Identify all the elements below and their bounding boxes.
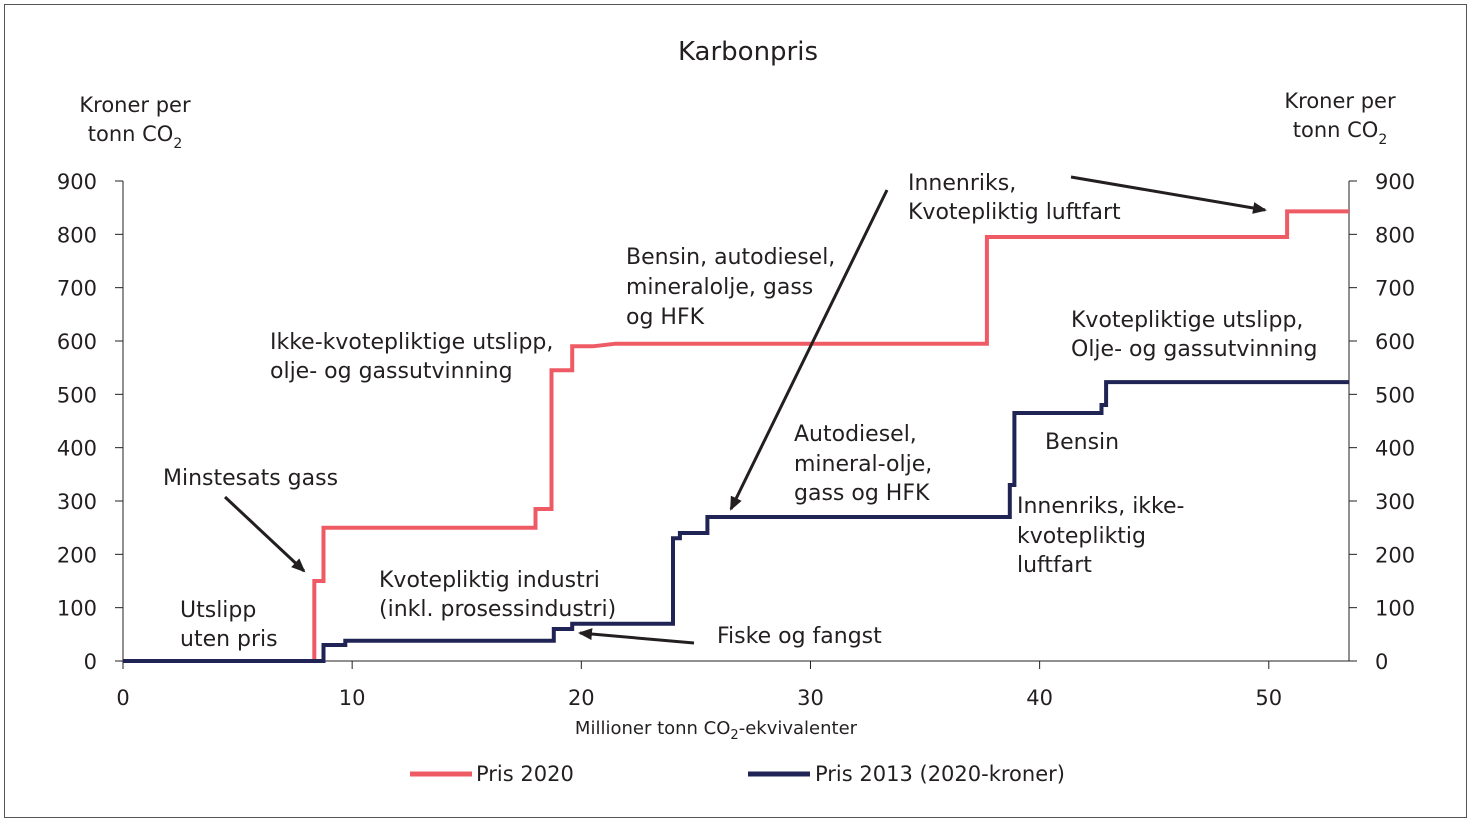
annotation-line: Innenriks, ikke- xyxy=(1017,494,1184,519)
left-y-ticks: 0 100 200 300 400 500 600 700 800 900 xyxy=(57,170,123,674)
annotation-innenriks-kvotepliktig: Innenriks, Kvotepliktig luftfart xyxy=(908,171,1121,225)
arrow-minstesats-gass xyxy=(223,495,306,573)
annotation-line: Kvotepliktig luftfart xyxy=(908,200,1121,225)
y-tick-label-left: 900 xyxy=(57,170,97,194)
annotation-line: Fiske og fangst xyxy=(717,624,882,649)
chart-frame xyxy=(4,4,1467,818)
y-tick-label-left: 500 xyxy=(57,383,97,407)
annotation-line: (inkl. prosessindustri) xyxy=(379,597,616,622)
y-tick-label-left: 700 xyxy=(57,277,97,301)
annotation-line: Ikke-kvotepliktige utslipp, xyxy=(270,330,553,355)
y-tick-label-right: 100 xyxy=(1375,597,1415,621)
annotation-line: Minstesats gass xyxy=(163,466,338,491)
annotation-utslipp-uten-pris: Utslipp uten pris xyxy=(180,598,278,652)
left-unit-label-line1: Kroner per xyxy=(79,93,191,117)
annotation-line: Autodiesel, xyxy=(794,422,917,447)
annotation-ikke-kvotepliktige: Ikke-kvotepliktige utslipp, olje- og gas… xyxy=(270,330,553,384)
right-unit-label-line1: Kroner per xyxy=(1284,89,1396,113)
left-unit-label-line2: tonn CO2 xyxy=(88,122,183,152)
annotation-line: Bensin xyxy=(1045,430,1119,455)
annotation-line: uten pris xyxy=(180,627,278,652)
x-axis-label: Millioner tonn CO2-ekvivalenter xyxy=(575,718,858,743)
y-tick-label-right: 900 xyxy=(1375,170,1415,194)
annotation-line: gass og HFK xyxy=(794,481,930,506)
series-line-pris-2020 xyxy=(123,209,1349,663)
annotation-line: Kvotepliktige utslipp, xyxy=(1071,308,1303,333)
legend-label-pris-2013: Pris 2013 (2020-kroner) xyxy=(815,762,1065,786)
annotation-bensin-autodiesel: Bensin, autodiesel, mineralolje, gass og… xyxy=(626,245,835,330)
annotation-bensin: Bensin xyxy=(1045,430,1119,455)
annotation-fiske-og-fangst: Fiske og fangst xyxy=(717,624,882,649)
x-ticks: 0 10 20 30 40 50 xyxy=(116,661,1282,710)
annotation-line: Innenriks, xyxy=(908,171,1016,196)
legend: Pris 2020 Pris 2013 (2020-kroner) xyxy=(410,762,1065,786)
y-tick-label-left: 200 xyxy=(57,543,97,567)
y-tick-label-right: 500 xyxy=(1375,383,1415,407)
annotation-line: olje- og gassutvinning xyxy=(270,359,513,384)
annotation-line: Olje- og gassutvinning xyxy=(1071,337,1317,362)
y-tick-label-left: 100 xyxy=(57,597,97,621)
annotation-minstesats-gass: Minstesats gass xyxy=(163,466,338,491)
annotation-kvotepliktig-industri: Kvotepliktig industri (inkl. prosessindu… xyxy=(379,568,616,622)
annotation-line: Utslipp xyxy=(180,598,256,623)
annotation-kvotepliktige-utslipp: Kvotepliktige utslipp, Olje- og gassutvi… xyxy=(1071,308,1317,362)
y-tick-label-left: 600 xyxy=(57,330,97,354)
annotation-line: luftfart xyxy=(1017,553,1092,578)
x-tick-label: 40 xyxy=(1026,686,1053,710)
annotation-line: Kvotepliktig industri xyxy=(379,568,600,593)
x-tick-label: 50 xyxy=(1255,686,1282,710)
y-tick-label-right: 600 xyxy=(1375,330,1415,354)
chart-title: Karbonpris xyxy=(678,37,818,67)
y-tick-label-left: 300 xyxy=(57,490,97,514)
right-y-ticks: 0 100 200 300 400 500 600 700 800 900 xyxy=(1349,170,1415,674)
x-tick-label: 10 xyxy=(339,686,366,710)
series-line-pris-2013 xyxy=(123,380,1349,663)
annotation-line: og HFK xyxy=(626,305,705,330)
annotation-innenriks-ikke: Innenriks, ikke- kvotepliktig luftfart xyxy=(1017,494,1184,578)
y-tick-label-right: 800 xyxy=(1375,223,1415,247)
x-tick-label: 20 xyxy=(568,686,595,710)
annotation-line: mineral-olje, xyxy=(794,452,932,477)
y-tick-label-left: 800 xyxy=(57,223,97,247)
arrow-innenriks-to-blue xyxy=(729,189,889,511)
y-tick-label-right: 700 xyxy=(1375,277,1415,301)
y-tick-label-right: 0 xyxy=(1375,650,1388,674)
series-layer xyxy=(123,209,1349,663)
right-unit-label-line2: tonn CO2 xyxy=(1293,118,1388,148)
y-tick-label-right: 200 xyxy=(1375,543,1415,567)
legend-label-pris-2020: Pris 2020 xyxy=(476,762,574,786)
x-tick-label: 30 xyxy=(797,686,824,710)
x-tick-label: 0 xyxy=(116,686,129,710)
arrow-fiske-og-fangst xyxy=(578,628,695,645)
y-tick-label-right: 300 xyxy=(1375,490,1415,514)
y-tick-label-left: 0 xyxy=(84,650,97,674)
y-tick-label-right: 400 xyxy=(1375,437,1415,461)
annotation-line: kvotepliktig xyxy=(1017,524,1146,549)
annotation-autodiesel-mineral: Autodiesel, mineral-olje, gass og HFK xyxy=(794,422,932,506)
arrow-innenriks-to-red xyxy=(1070,175,1267,214)
annotation-line: Bensin, autodiesel, xyxy=(626,245,835,270)
y-tick-label-left: 400 xyxy=(57,437,97,461)
annotation-line: mineralolje, gass xyxy=(626,275,813,300)
